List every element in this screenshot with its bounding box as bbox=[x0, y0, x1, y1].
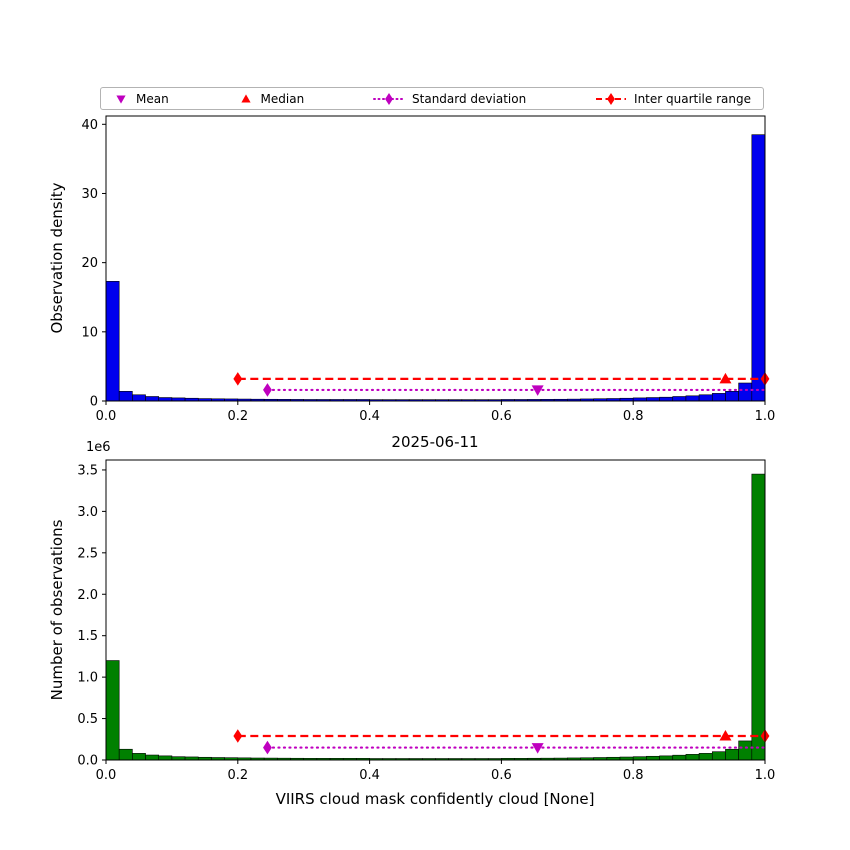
std-deviation-marker-icon bbox=[263, 383, 272, 397]
histogram-bar bbox=[698, 753, 713, 761]
iqr-marker-icon bbox=[233, 729, 243, 743]
plot-date-title: 2025-06-11 bbox=[391, 433, 479, 451]
histogram-bar bbox=[659, 396, 674, 402]
y-tick-label: 20 bbox=[81, 256, 98, 271]
iqr-marker-icon bbox=[233, 372, 243, 386]
histogram-bar bbox=[118, 391, 133, 402]
y-tick-label: 10 bbox=[81, 325, 98, 340]
histogram-bar bbox=[711, 751, 726, 761]
y-tick-label: 0 bbox=[90, 395, 98, 410]
y-axis-ticks: 0.0 0.5 1.0 1.5 2.0 2.5 3.0 3.5 bbox=[77, 463, 106, 769]
mean-legend-marker-icon bbox=[116, 95, 126, 104]
x-tick-label: 0.2 bbox=[227, 768, 248, 783]
mean-marker-icon bbox=[531, 743, 544, 754]
x-tick-label: 0.6 bbox=[491, 409, 512, 424]
histogram-bar bbox=[158, 397, 173, 402]
y-tick-label: 2.5 bbox=[77, 546, 98, 561]
histogram-bar bbox=[646, 755, 660, 761]
top-y-axis-label: Observation density bbox=[48, 182, 66, 334]
x-axis-label: VIIRS cloud mask confidently cloud [None… bbox=[275, 790, 595, 808]
standard-deviation-legend-marker-icon bbox=[373, 92, 406, 105]
histogram-bar bbox=[646, 397, 660, 402]
bottom-histogram-plot: 0.0 0.2 0.4 0.6 0.8 1.0 0.0 0.5 1.0 1.5 2.0 2.5 3.0 3… bbox=[77, 459, 776, 783]
top-histogram-plot: 0.0 0.2 0.4 0.6 0.8 1.0 0 10 20 30 40 bbox=[81, 115, 776, 424]
histogram-bar bbox=[118, 748, 133, 761]
histogram-bar bbox=[105, 660, 120, 761]
y-tick-label: 0.5 bbox=[77, 712, 98, 727]
y-tick-label: 3.0 bbox=[77, 505, 98, 520]
histogram-bar bbox=[738, 740, 753, 761]
x-tick-label: 0.4 bbox=[359, 409, 380, 424]
histogram-bar bbox=[738, 382, 753, 402]
x-tick-label: 0.4 bbox=[359, 768, 380, 783]
histogram-bar bbox=[685, 754, 700, 761]
x-tick-label: 0.6 bbox=[491, 768, 512, 783]
axes-spine bbox=[105, 115, 766, 402]
x-axis-ticks: 0.0 0.2 0.4 0.6 0.8 1.0 bbox=[96, 401, 776, 424]
legend-item-label: Inter quartile range bbox=[634, 91, 751, 106]
bottom-y-axis-label: Number of observations bbox=[48, 519, 66, 701]
histogram-bar bbox=[685, 395, 700, 402]
legend: Mean Median Standard deviation Inter quarti… bbox=[100, 87, 764, 110]
histogram-bar bbox=[725, 748, 739, 761]
histogram-bar bbox=[145, 754, 160, 761]
y-tick-label: 0.0 bbox=[77, 754, 98, 769]
y-tick-label: 1.5 bbox=[77, 629, 98, 644]
legend-item-label: Standard deviation bbox=[412, 91, 527, 106]
histogram-bar bbox=[672, 754, 687, 761]
mean-marker-icon bbox=[531, 385, 544, 396]
legend-item-label: Median bbox=[260, 91, 305, 106]
legend-item-label: Mean bbox=[136, 91, 169, 106]
inter-quartile-range-legend-marker-icon bbox=[596, 92, 627, 105]
y-tick-label: 2.0 bbox=[77, 588, 98, 603]
y-tick-label: 40 bbox=[81, 118, 98, 133]
legend-item-standard-deviation: Standard deviation bbox=[373, 91, 526, 107]
y-axis-ticks: 0 10 20 30 40 bbox=[81, 118, 106, 410]
median-marker-icon bbox=[719, 729, 732, 741]
y-tick-label: 3.5 bbox=[77, 463, 98, 478]
x-tick-label: 0.8 bbox=[623, 409, 644, 424]
histogram-bar bbox=[711, 393, 726, 402]
x-tick-label: 0.2 bbox=[227, 409, 248, 424]
histogram-bar bbox=[132, 394, 146, 402]
x-tick-label: 1.0 bbox=[755, 409, 776, 424]
histogram-bar bbox=[672, 396, 687, 402]
histogram-bar bbox=[725, 391, 739, 402]
x-tick-label: 0.8 bbox=[623, 768, 644, 783]
x-tick-label: 0.0 bbox=[96, 409, 117, 424]
axes-spine bbox=[105, 459, 766, 761]
histogram-bar bbox=[751, 473, 766, 761]
median-legend-marker-icon bbox=[240, 93, 251, 102]
median-marker-icon bbox=[719, 372, 732, 384]
x-axis-ticks: 0.0 0.2 0.4 0.6 0.8 1.0 bbox=[96, 760, 776, 783]
std-deviation-marker-icon bbox=[263, 740, 272, 755]
y-axis-offset-text: 1e6 bbox=[86, 440, 111, 455]
histogram-bar bbox=[698, 394, 713, 402]
y-tick-label: 1.0 bbox=[77, 671, 98, 686]
histogram-bar bbox=[158, 755, 173, 761]
histogram-bar bbox=[132, 753, 146, 761]
y-tick-label: 30 bbox=[81, 187, 98, 202]
histogram-bar bbox=[659, 755, 674, 761]
histogram-bar bbox=[751, 134, 766, 402]
x-tick-label: 0.0 bbox=[96, 768, 117, 783]
histogram-bar bbox=[145, 396, 160, 402]
x-tick-label: 1.0 bbox=[755, 768, 776, 783]
legend-item-mean: Mean bbox=[113, 91, 169, 107]
legend-item-median: Median bbox=[238, 91, 305, 107]
histogram-bars bbox=[105, 473, 766, 761]
histogram-bar bbox=[105, 281, 120, 402]
legend-item-inter-quartile-range: Inter quartile range bbox=[595, 91, 751, 107]
histogram-bars bbox=[105, 134, 766, 402]
